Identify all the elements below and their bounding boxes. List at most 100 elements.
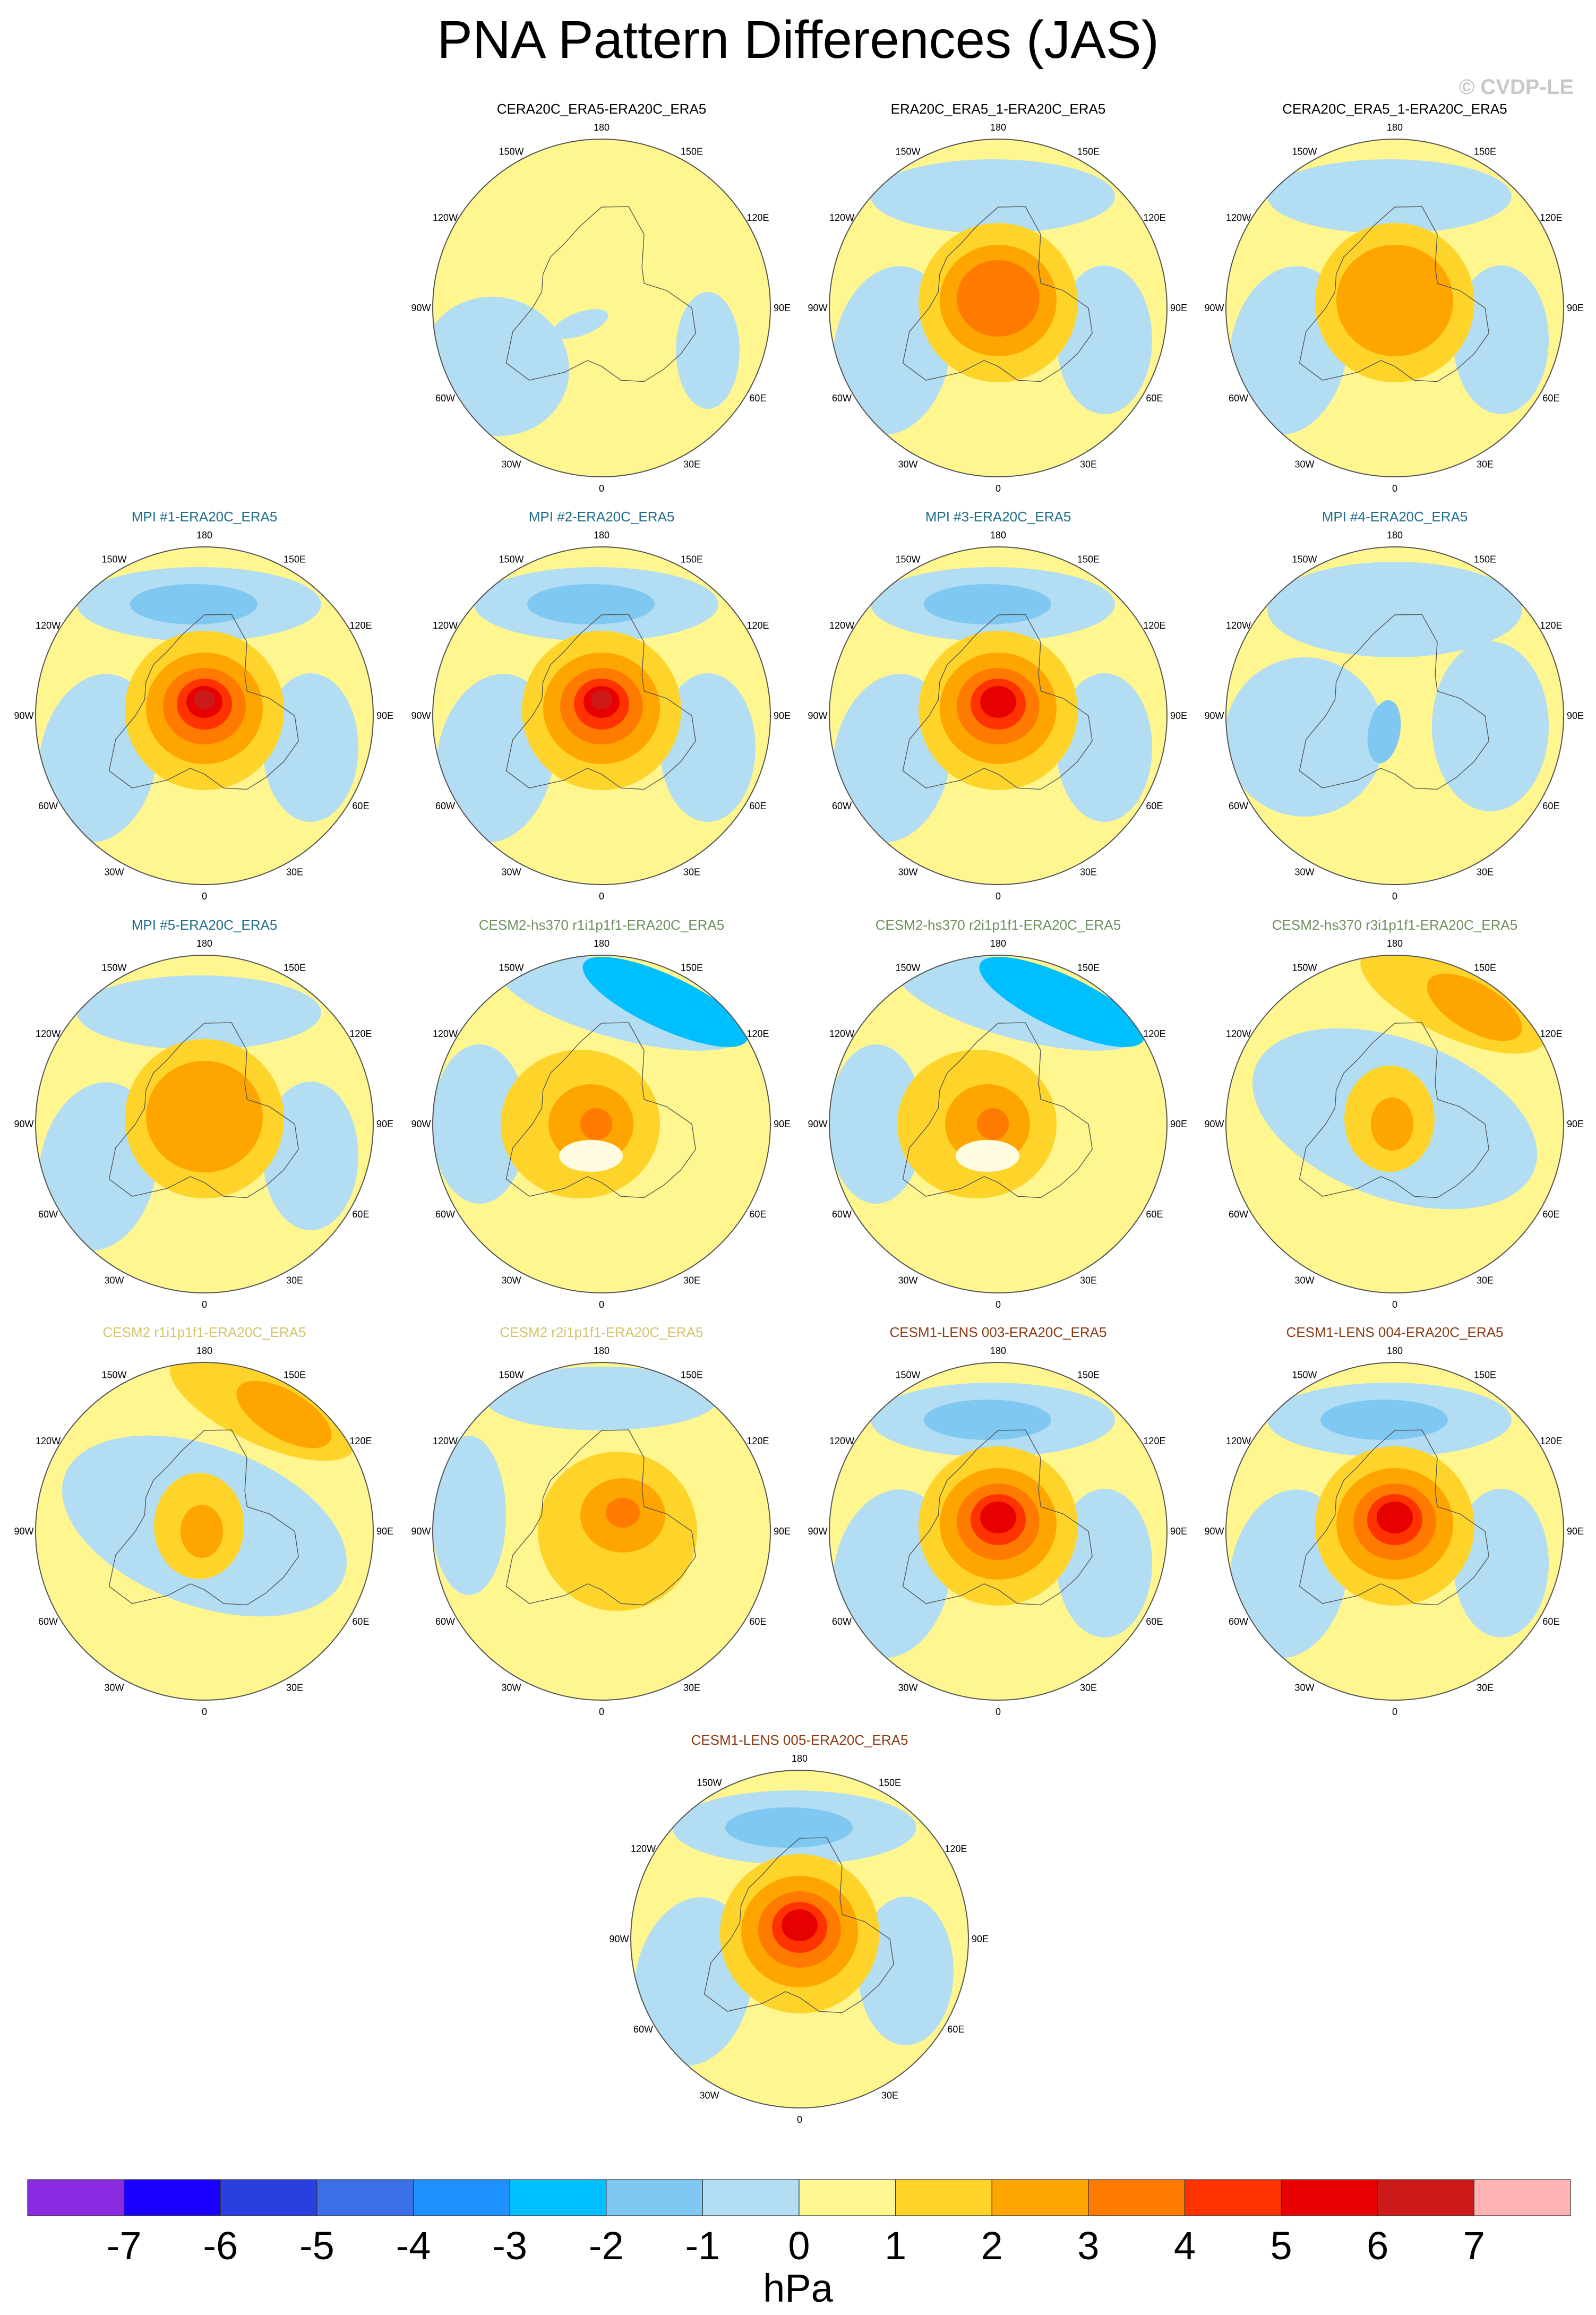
grid-label: 150E (1474, 963, 1496, 973)
map-panel: CESM2-hs370 r3i1p1f1-ERA20C_ERA5 180 150E 1… (1204, 917, 1584, 1310)
colorbar-tick-label: 7 (1463, 2224, 1485, 2268)
grid-label: 60W (832, 1616, 852, 1627)
grid-label: 150W (1292, 147, 1317, 157)
grid-label: 120W (829, 1028, 854, 1039)
map-border (829, 1362, 1168, 1701)
colorbar-tick-label: -7 (107, 2224, 142, 2268)
contour-region (1377, 1502, 1413, 1533)
grid-label: 150W (101, 963, 126, 973)
coastline (108, 1429, 299, 1606)
panel-title: MPI #5-ERA20C_ERA5 (132, 917, 278, 933)
grid-label: 30E (1080, 867, 1097, 877)
grid-label: 60W (1229, 393, 1248, 404)
map-border (35, 955, 374, 1293)
contour-region (1226, 657, 1384, 817)
grid-label: 30W (699, 2090, 719, 2100)
panel-title: MPI #4-ERA20C_ERA5 (1322, 509, 1468, 525)
coastline (505, 206, 696, 382)
grid-label: 180 (990, 1345, 1006, 1356)
map-border (1225, 546, 1564, 885)
grid-label: 0 (202, 1299, 207, 1310)
contour-region (980, 686, 1016, 718)
contour-region (1367, 700, 1401, 764)
grid-label: 90W (1204, 1526, 1224, 1537)
colorbar-tick-label: -4 (396, 2224, 431, 2268)
grid-label: 30W (104, 867, 124, 877)
panel-title: CESM2-hs370 r1i1p1f1-ERA20C_ERA5 (479, 917, 724, 933)
grid-label: 120E (1143, 212, 1165, 223)
grid-label: 30W (501, 1682, 521, 1693)
colorbar-swatch (27, 2179, 125, 2216)
grid-label: 150W (895, 147, 920, 157)
grid-label: 90E (1567, 1526, 1584, 1537)
contour-region (580, 1108, 612, 1140)
panel-title: MPI #3-ERA20C_ERA5 (925, 509, 1071, 525)
grid-label: 90E (1567, 1119, 1584, 1129)
grid-label: 90W (411, 1526, 431, 1537)
map-panel: CESM1-LENS 004-ERA20C_ERA5 180 150E 120E 90E… (1204, 1324, 1584, 1717)
grid-label: 120E (1540, 212, 1562, 223)
grid-label: 150W (895, 554, 920, 565)
grid-label: 150E (681, 147, 703, 157)
watermark: © CVDP-LE (1458, 75, 1574, 99)
grid-label: 90E (1567, 303, 1584, 313)
coastline (108, 1022, 299, 1198)
grid-label: 120W (433, 1436, 458, 1446)
grid-label: 120W (1226, 1028, 1251, 1039)
grid-label: 60W (832, 801, 852, 811)
grid-label: 180 (594, 938, 610, 949)
grid-label: 180 (990, 938, 1006, 949)
map-panel: MPI #3-ERA20C_ERA5 180 150E 120E 90E 60E 30E 0 3… (808, 509, 1187, 902)
colorbar-tick-label: -3 (492, 2224, 527, 2268)
grid-label: 150W (101, 554, 126, 565)
grid-label: 30E (683, 459, 700, 469)
coastline (505, 1022, 696, 1198)
grid-label: 90W (14, 1119, 33, 1129)
grid-label: 150E (681, 963, 703, 973)
grid-label: 30W (1294, 867, 1314, 877)
map-border (35, 1362, 374, 1701)
grid-label: 30E (683, 1682, 700, 1693)
grid-label: 30E (1477, 1275, 1494, 1285)
grid-label: 120W (433, 212, 458, 223)
contour-region (433, 1044, 527, 1204)
colorbar-swatch (1184, 2179, 1282, 2216)
grid-label: 150W (499, 147, 524, 157)
grid-label: 120E (349, 620, 372, 631)
grid-label: 90E (1170, 1526, 1187, 1537)
grid-label: 60E (1146, 1209, 1163, 1220)
grid-label: 150E (879, 1778, 901, 1788)
grid-label: 60E (749, 1209, 766, 1220)
grid-label: 30W (898, 867, 917, 877)
colorbar-swatch (1473, 2179, 1571, 2216)
grid-label: 60W (38, 1209, 58, 1220)
grid-label: 120W (36, 1436, 61, 1446)
map-border (1225, 955, 1564, 1293)
panel-title: CESM2-hs370 r2i1p1f1-ERA20C_ERA5 (876, 917, 1121, 933)
colorbar-tick-label: 1 (885, 2224, 906, 2268)
grid-label: 180 (594, 122, 610, 133)
grid-label: 180 (196, 530, 212, 541)
grid-label: 90E (774, 303, 791, 313)
grid-label: 90W (808, 1119, 827, 1129)
coastline (703, 1837, 894, 2013)
grid-label: 60E (352, 801, 369, 811)
colorbar-swatch (1377, 2179, 1474, 2216)
grid-label: 30E (1080, 1682, 1097, 1693)
grid-label: 180 (990, 122, 1006, 133)
panel-title: CESM1-LENS 004-ERA20C_ERA5 (1286, 1324, 1504, 1340)
contour-region (829, 1044, 924, 1204)
grid-label: 120W (1226, 620, 1251, 631)
colorbar-tick-label: 2 (981, 2224, 1003, 2268)
grid-label: 150W (499, 554, 524, 565)
grid-label: 90W (14, 1526, 33, 1537)
map-panel: CESM2-hs370 r1i1p1f1-ERA20C_ERA5 180 150E 1… (411, 917, 791, 1310)
grid-label: 30W (501, 1275, 521, 1285)
coastline (505, 614, 696, 790)
grid-label: 120W (1226, 212, 1251, 223)
colorbar-tick-label: 4 (1174, 2224, 1196, 2268)
colorbar-swatch (1088, 2179, 1186, 2216)
grid-label: 30E (1477, 459, 1494, 469)
grid-label: 150E (681, 1370, 703, 1381)
coastline (505, 1429, 696, 1606)
